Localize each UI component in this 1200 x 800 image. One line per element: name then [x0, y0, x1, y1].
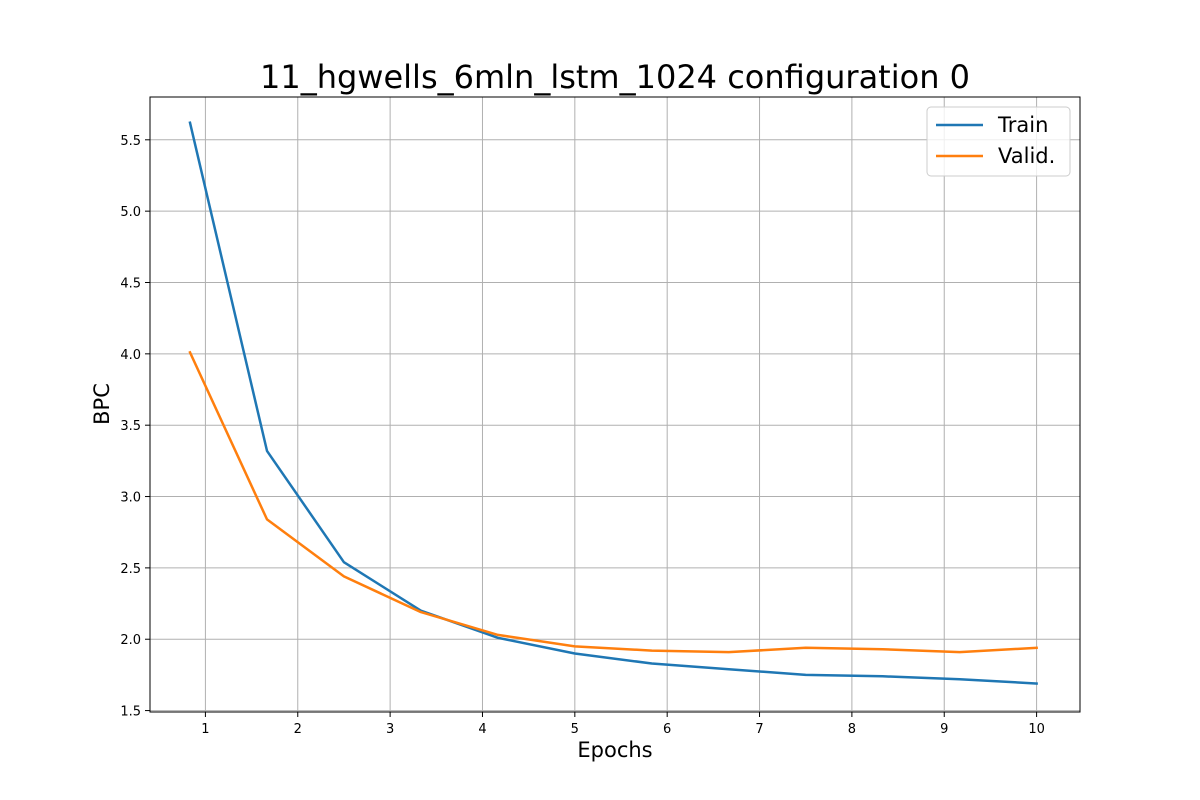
plot-area-frame: [149, 96, 1081, 713]
y-tick-label: 2.0: [120, 633, 141, 648]
y-tick-label: 2.5: [120, 562, 141, 577]
y-tick-label: 3.5: [120, 419, 141, 434]
y-axis-ticks: 1.5 2.0 2.5 3.0 3.5 4.0 4.5 5.0 5.5: [120, 134, 150, 720]
chart-title: 11_hgwells_6mln_lstm_1024 configuration …: [260, 58, 970, 96]
x-tick-label: 3: [386, 722, 394, 737]
y-axis-label: BPC: [90, 383, 114, 425]
y-tick-label: 5.0: [120, 205, 141, 220]
legend: Train Valid.: [926, 106, 1071, 177]
y-tick-label: 4.0: [120, 348, 141, 363]
x-tick-label: 7: [755, 722, 763, 737]
y-tick-label: 1.5: [120, 705, 141, 720]
y-tick-label: 4.5: [120, 276, 141, 291]
x-tick-label: 6: [663, 722, 671, 737]
x-tick-label: 9: [940, 722, 948, 737]
legend-label-train: Train: [997, 113, 1048, 137]
legend-label-valid: Valid.: [998, 144, 1055, 168]
x-tick-label: 1: [201, 722, 209, 737]
x-axis-label: Epochs: [577, 738, 652, 762]
x-tick-label: 4: [478, 722, 486, 737]
x-tick-label: 8: [848, 722, 856, 737]
x-tick-label: 10: [1028, 722, 1045, 737]
x-tick-label: 2: [294, 722, 302, 737]
x-tick-label: 5: [571, 722, 579, 737]
x-axis-ticks: 1 2 3 4 5 6 7 8 9 10: [201, 712, 1045, 737]
grid: [150, 97, 1080, 712]
series-lines: [188, 121, 1038, 685]
y-tick-label: 5.5: [120, 134, 141, 149]
series-line-valid: [188, 350, 1038, 654]
series-line-train: [188, 121, 1038, 685]
y-tick-label: 3.0: [120, 491, 141, 506]
